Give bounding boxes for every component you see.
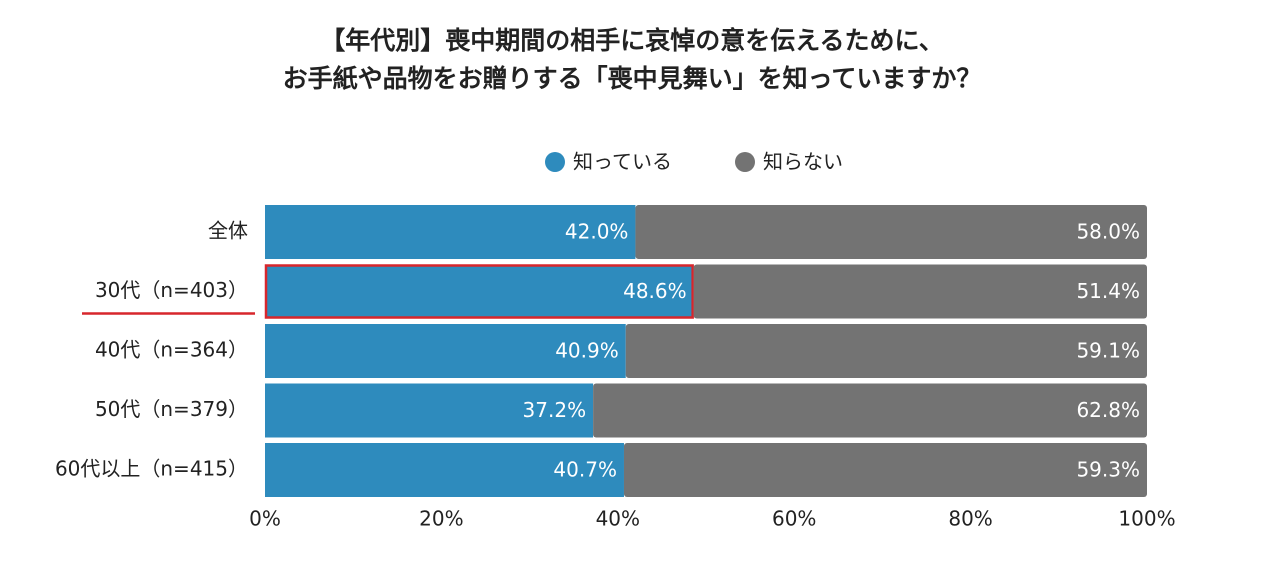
y-tick-label: 全体	[208, 219, 248, 243]
value-label: 59.3%	[1076, 458, 1140, 482]
value-label: 40.9%	[555, 339, 619, 363]
value-label: 59.1%	[1076, 339, 1140, 363]
bar	[265, 205, 636, 259]
y-tick-label: 60代以上（n=415）	[55, 457, 248, 481]
x-tick-label: 40%	[596, 507, 640, 531]
legend-label: 知らない	[763, 150, 843, 174]
bar	[623, 443, 1147, 497]
bar	[593, 383, 1147, 438]
value-label: 58.0%	[1076, 220, 1140, 244]
y-tick-label: 50代（n=379）	[95, 397, 248, 421]
value-label: 48.6%	[623, 279, 687, 303]
bar	[265, 264, 694, 319]
x-tick-label: 0%	[249, 507, 281, 531]
legend-marker	[735, 152, 755, 172]
x-tick-label: 20%	[419, 507, 463, 531]
x-tick-label: 60%	[772, 507, 816, 531]
value-label: 42.0%	[565, 220, 629, 244]
bar	[693, 264, 1147, 319]
bar	[625, 324, 1147, 378]
value-label: 51.4%	[1076, 279, 1140, 303]
y-tick-label: 40代（n=364）	[95, 338, 248, 362]
x-tick-label: 80%	[948, 507, 992, 531]
value-label: 62.8%	[1076, 398, 1140, 422]
chart-title: お手紙や品物をお贈りする「喪中見舞い」を知っていますか？	[283, 64, 982, 93]
value-label: 40.7%	[553, 458, 617, 482]
y-tick-label: 30代（n=403）	[95, 278, 248, 302]
bar	[635, 205, 1147, 259]
bar	[265, 324, 626, 378]
bar	[265, 383, 594, 438]
bar	[265, 443, 624, 497]
highlight-box	[264, 264, 694, 319]
chart-title: 【年代別】喪中期間の相手に哀悼の意を伝えるために、	[320, 26, 944, 55]
value-label: 37.2%	[523, 398, 587, 422]
legend-label: 知っている	[573, 150, 672, 174]
legend-marker	[545, 152, 565, 172]
x-tick-label: 100%	[1118, 507, 1175, 531]
